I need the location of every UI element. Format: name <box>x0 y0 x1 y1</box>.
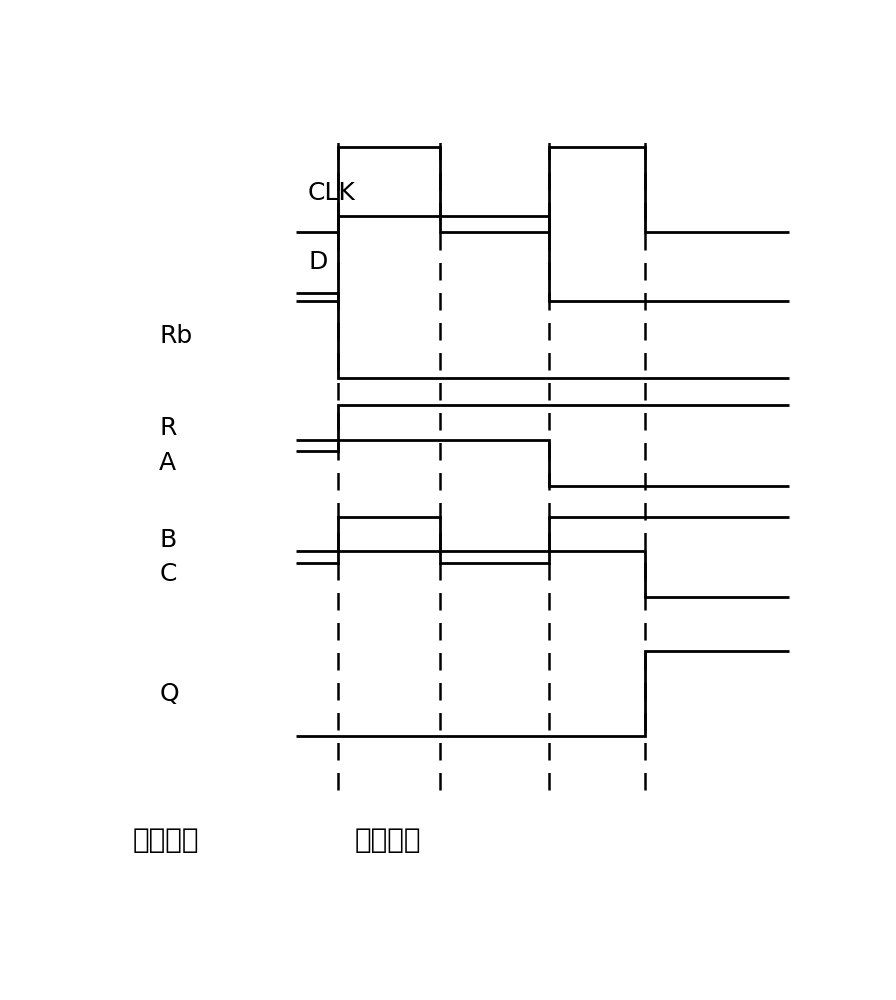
Text: Rb: Rb <box>159 324 193 348</box>
Text: 工作状态: 工作状态 <box>355 826 421 854</box>
Text: Q: Q <box>159 682 179 706</box>
Text: CLK: CLK <box>308 181 356 205</box>
Text: R: R <box>159 416 177 440</box>
Text: 复位状态: 复位状态 <box>133 826 199 854</box>
Text: A: A <box>159 451 177 475</box>
Text: C: C <box>159 562 177 586</box>
Text: D: D <box>308 250 327 274</box>
Text: B: B <box>159 528 177 552</box>
